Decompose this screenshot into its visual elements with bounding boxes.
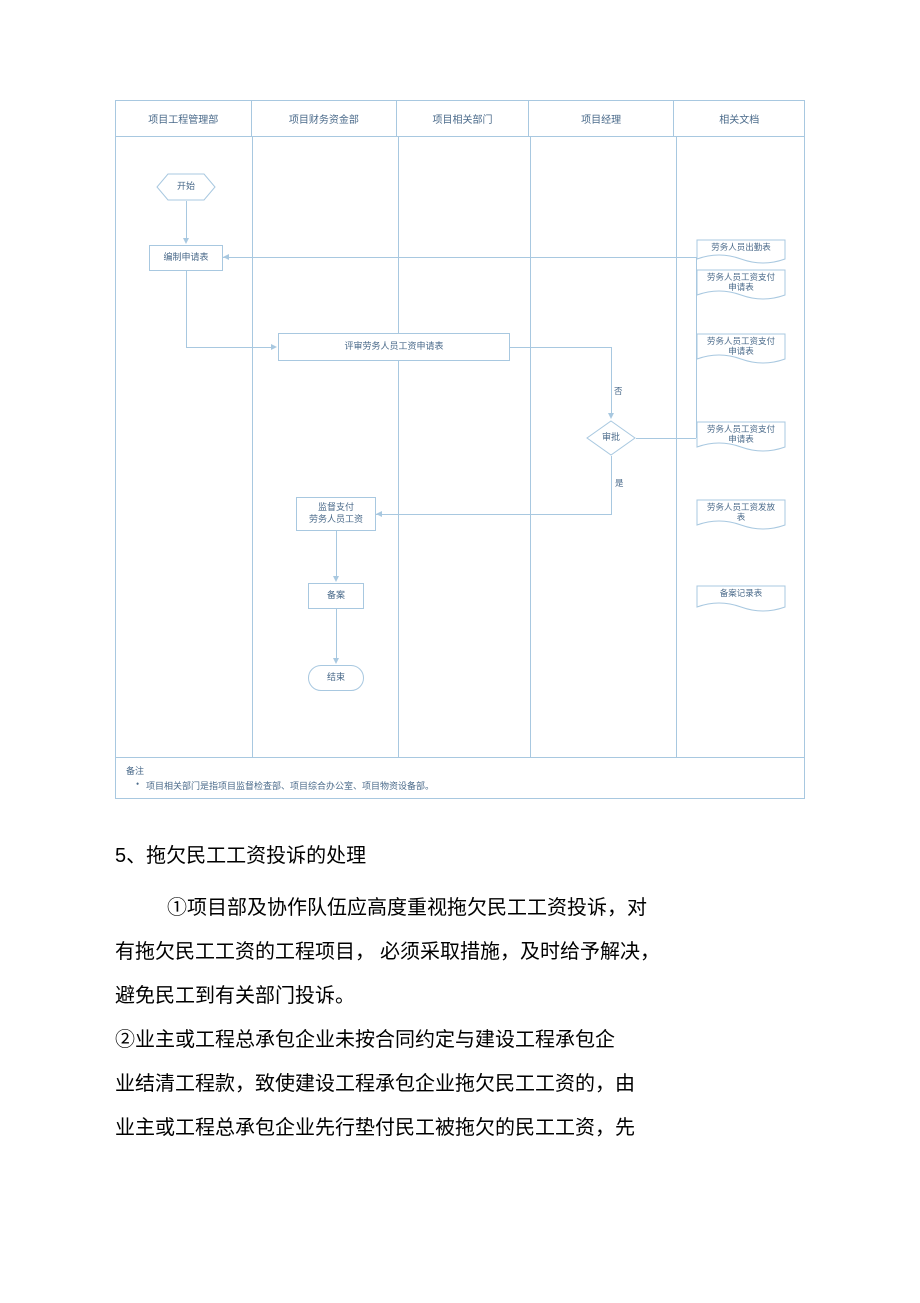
edge-label-no: 否 [614,385,623,397]
doc-pay-request-2: 劳务人员工资支付 申请表 [696,333,786,365]
node-review-request: 评审劳务人员工资申请表 [278,333,510,361]
para2-line2: 业结清工程款，致使建设工程承包企业拖欠民工工资的，由 [115,1062,805,1106]
arrow-icon [183,238,189,244]
col-header-3: 项目相关部门 [397,101,529,136]
edge [186,347,272,348]
para2-line3: 业主或工程总承包企业先行垫付民工被拖欠的民工工资，先 [115,1106,805,1150]
para2-line1: ②业主或工程总承包企业未按合同约定与建设工程承包企 [115,1018,805,1062]
para1-line1: ①项目部及协作队伍应高度重视拖欠民工工资投诉，对 [115,886,805,930]
edge-label-yes: 是 [615,477,624,489]
flowchart-diagram: 项目工程管理部 项目财务资金部 项目相关部门 项目经理 相关文档 开始 编制申请… [115,100,805,799]
flowchart-body: 开始 编制申请表 评审劳务人员工资申请表 审批 否 [116,137,804,757]
col-divider [676,137,677,757]
arrow-icon [333,658,339,664]
heading-text: 拖欠民工工资投诉的处理 [146,845,366,867]
edge [376,514,612,515]
arrow-icon [333,576,339,582]
para1-line3: 避免民工到有关部门投诉。 [115,974,805,1018]
doc-archive-record: 备案记录表 [696,585,786,613]
edge [186,201,187,239]
flowchart-footer: 备注 项目相关部门是指项目监督检查部、项目综合办公室、项目物资设备部。 [116,757,804,798]
para1-line2: 有拖欠民工工资的工程项目， 必须采取措施，及时给予解决， [115,930,805,974]
doc-label: 劳务人员出勤表 [700,242,782,252]
section-heading: 5、拖欠民工工资投诉的处理 [115,839,805,868]
doc-attendance: 劳务人员出勤表 [696,239,786,265]
col-header-4: 项目经理 [529,101,675,136]
arrow-icon [271,344,277,350]
start-label: 开始 [156,173,216,201]
edge [611,347,612,414]
node-approval: 审批 [586,420,636,456]
node-archive: 备案 [308,583,364,609]
arrow-icon [223,254,229,260]
edge [223,257,696,258]
edge [611,456,612,514]
col-header-5: 相关文档 [674,101,804,136]
doc-label: 劳务人员工资支付 申请表 [700,336,782,356]
doc-label: 劳务人员工资支付 申请表 [700,424,782,444]
node-approval-label: 审批 [602,432,620,444]
heading-number: 5 [115,845,126,867]
col-header-2: 项目财务资金部 [252,101,398,136]
arrow-icon [376,511,382,517]
doc-pay-request-1: 劳务人员工资支付 申请表 [696,269,786,301]
edge [186,271,187,347]
footer-title: 备注 [126,764,794,777]
heading-sep: 、 [126,845,146,867]
col-divider [398,137,399,757]
node-compile-request: 编制申请表 [149,245,223,271]
col-header-1: 项目工程管理部 [116,101,252,136]
end-node: 结束 [308,665,364,691]
doc-pay-record: 劳务人员工资发放 表 [696,499,786,531]
col-divider [530,137,531,757]
edge [636,438,696,439]
flowchart-header-row: 项目工程管理部 项目财务资金部 项目相关部门 项目经理 相关文档 [116,101,804,137]
footer-note: 项目相关部门是指项目监督检查部、项目综合办公室、项目物资设备部。 [126,779,794,792]
edge [336,609,337,659]
arrow-icon [608,413,614,419]
body-text: ①项目部及协作队伍应高度重视拖欠民工工资投诉，对 有拖欠民工工资的工程项目， 必… [115,886,805,1150]
edge [510,347,611,348]
doc-pay-request-3: 劳务人员工资支付 申请表 [696,421,786,453]
doc-label: 劳务人员工资支付 申请表 [700,272,782,292]
col-divider [252,137,253,757]
edge [336,531,337,577]
doc-label: 备案记录表 [700,588,782,598]
doc-label: 劳务人员工资发放 表 [700,502,782,522]
node-supervise-pay: 监督支付 劳务人员工资 [296,497,376,531]
